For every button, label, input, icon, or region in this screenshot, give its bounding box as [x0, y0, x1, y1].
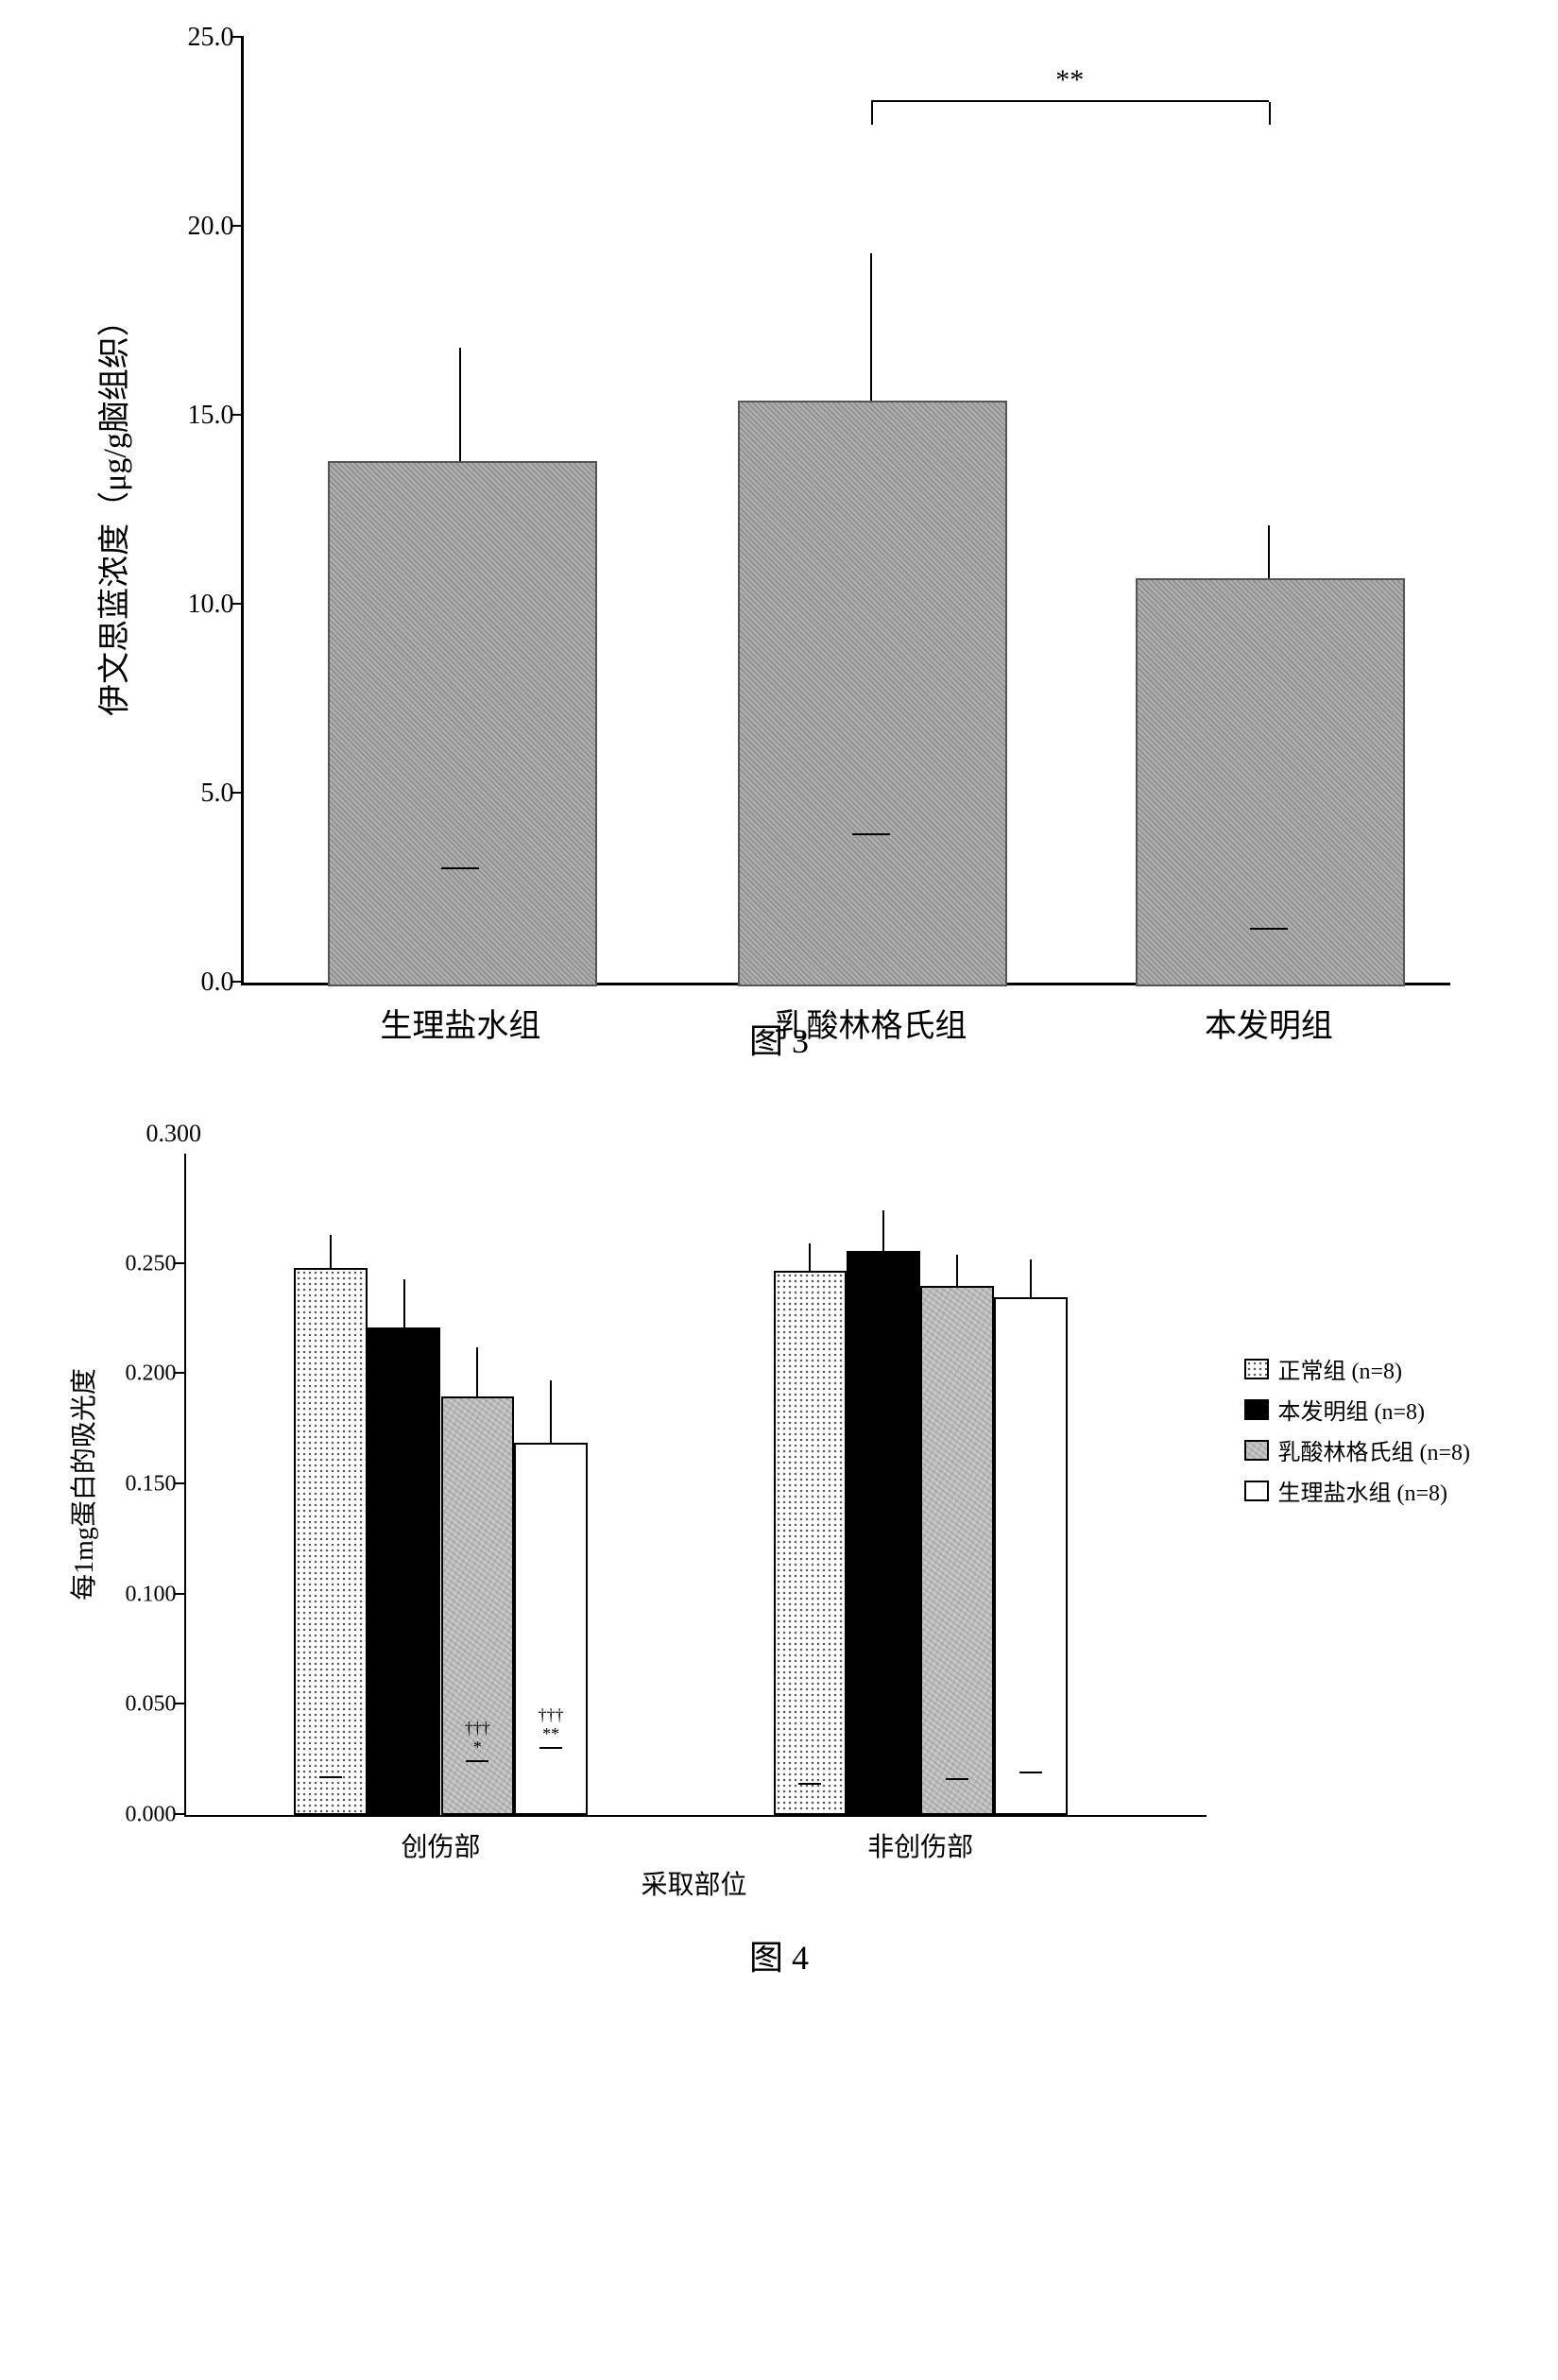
- figure-4-legend: 正常组 (n=8) 本发明组 (n=8) 乳酸林格氏组 (n=8) 生理盐水组 (n=…: [1244, 1352, 1471, 1515]
- figure-4-legend-item: 正常组 (n=8): [1244, 1352, 1471, 1385]
- figure-4-error-cap: [466, 1760, 488, 1762]
- figure-3: 伊文思蓝浓度（μg/g脑组织） 0.05.010.015.020.025.0生理…: [38, 38, 1520, 1063]
- figure-3-chart: 伊文思蓝浓度（μg/g脑组织） 0.05.010.015.020.025.0生理…: [71, 38, 1488, 985]
- figure-3-category-label: 生理盐水组: [380, 1000, 540, 1046]
- figure-3-bar-fill: [328, 461, 597, 986]
- figure-4-ytick-mark: [175, 1372, 186, 1374]
- figure-4-ytick-label: 0.250: [111, 1251, 177, 1276]
- figure-4-bar: [994, 1297, 1068, 1815]
- figure-3-ytick-label: 20.0: [178, 212, 234, 242]
- figure-4-bar: †††**: [514, 1443, 588, 1815]
- figure-4-bar: [294, 1268, 368, 1815]
- figure-4-legend-item: 生理盐水组 (n=8): [1244, 1474, 1471, 1507]
- figure-4-ytick-mark: [175, 1593, 186, 1595]
- figure-4-top-tick: 0.300: [146, 1120, 1516, 1148]
- figure-3-significance-bracket: [1269, 102, 1271, 125]
- figure-4-bar: [920, 1286, 994, 1815]
- figure-3-significance-bracket: [871, 102, 873, 125]
- figure-3-error-cap: [1250, 928, 1288, 930]
- figure-4-caption: 图 4: [38, 1930, 1520, 1979]
- figure-4-error-cap: [319, 1776, 342, 1778]
- figure-4-bar: [847, 1251, 920, 1815]
- figure-4-legend-label: 正常组 (n=8): [1278, 1352, 1403, 1385]
- figure-4-legend-item: 本发明组 (n=8): [1244, 1393, 1471, 1426]
- figure-4-error-cap: [393, 1760, 416, 1762]
- figure-4-ytick-label: 0.200: [111, 1361, 177, 1387]
- figure-3-y-axis-label: 伊文思蓝浓度（μg/g脑组织）: [88, 304, 134, 716]
- figure-4-error-cap: [539, 1747, 562, 1749]
- figure-3-bar-fill: [1136, 578, 1405, 986]
- figure-3-error-cap: [852, 833, 890, 835]
- figure-4-ytick-label: 0.050: [111, 1692, 177, 1718]
- figure-3-ytick-label: 10.0: [178, 590, 234, 620]
- figure-4-ytick-label: 0.100: [111, 1582, 177, 1607]
- figure-4: 0.300 每1mg蛋白的吸光度 0.0000.0500.1000.1500.2…: [38, 1120, 1520, 1979]
- figure-4-error-bar: [330, 1235, 332, 1270]
- figure-4-ytick-label: 0.150: [111, 1472, 177, 1498]
- figure-4-error-cap: [872, 1770, 895, 1772]
- figure-4-error-cap: [946, 1778, 968, 1780]
- figure-4-legend-swatch: [1244, 1481, 1269, 1501]
- figure-4-error-bar: [809, 1243, 811, 1272]
- figure-4-legend-swatch: [1244, 1359, 1269, 1379]
- figure-4-error-bar: [956, 1255, 958, 1288]
- figure-4-group-label: 创伤部: [401, 1826, 480, 1864]
- figure-3-significance-bracket: [871, 100, 1269, 102]
- figure-4-ytick-mark: [175, 1262, 186, 1264]
- figure-3-ytick-label: 5.0: [178, 779, 234, 809]
- figure-4-x-axis-label: 采取部位: [184, 1864, 1205, 1902]
- figure-3-ytick-label: 25.0: [178, 23, 234, 53]
- figure-3-category-label: 乳酸林格氏组: [775, 1000, 967, 1046]
- figure-4-y-axis-label: 每1mg蛋白的吸光度: [63, 1368, 101, 1601]
- figure-3-plot-area: 伊文思蓝浓度（μg/g脑组织） 0.05.010.015.020.025.0生理…: [241, 38, 1450, 985]
- figure-4-error-bar: [476, 1347, 478, 1398]
- figure-4-ytick-mark: [175, 1703, 186, 1704]
- figure-3-bar-fill: [738, 401, 1007, 986]
- figure-3-error-bar: [1268, 525, 1270, 578]
- figure-3-category-label: 本发明组: [1205, 1000, 1333, 1046]
- figure-4-bar: †††*: [441, 1396, 515, 1815]
- figure-3-ytick-mark: [231, 225, 244, 227]
- figure-4-error-cap: [1019, 1772, 1042, 1773]
- figure-3-ytick-mark: [231, 792, 244, 794]
- figure-4-legend-swatch: [1244, 1440, 1269, 1461]
- figure-3-ytick-label: 0.0: [178, 967, 234, 998]
- figure-4-legend-label: 本发明组 (n=8): [1278, 1393, 1426, 1426]
- figure-3-ytick-mark: [231, 36, 244, 38]
- figure-3-ytick-mark: [231, 981, 244, 983]
- figure-4-ytick-mark: [175, 1813, 186, 1815]
- figure-3-error-bar: [459, 348, 461, 461]
- figure-3-ytick-mark: [231, 414, 244, 416]
- figure-4-plot-area: 每1mg蛋白的吸光度 0.0000.0500.1000.1500.2000.25…: [184, 1154, 1207, 1817]
- figure-3-ytick-label: 15.0: [178, 401, 234, 431]
- figure-4-ytick-mark: [175, 1482, 186, 1484]
- figure-4-group-label: 非创伤部: [867, 1826, 973, 1864]
- figure-4-error-cap: [798, 1783, 821, 1785]
- figure-4-legend-swatch: [1244, 1399, 1269, 1420]
- figure-4-legend-item: 乳酸林格氏组 (n=8): [1244, 1433, 1471, 1466]
- figure-3-bar: [738, 401, 1003, 983]
- figure-3-significance-label: **: [1055, 64, 1084, 96]
- figure-4-error-bar: [403, 1279, 405, 1330]
- figure-3-ytick-mark: [231, 603, 244, 605]
- figure-4-chart: 0.300 每1mg蛋白的吸光度 0.0000.0500.1000.1500.2…: [43, 1120, 1516, 1902]
- figure-3-bar: [1136, 578, 1401, 983]
- figure-4-bar: [774, 1271, 847, 1815]
- figure-4-significance-label: †††**: [539, 1706, 564, 1744]
- figure-4-bar: [368, 1327, 441, 1815]
- figure-4-significance-label: †††*: [465, 1720, 490, 1757]
- figure-4-error-bar: [882, 1210, 884, 1252]
- figure-4-error-bar: [1030, 1259, 1032, 1299]
- figure-4-legend-label: 生理盐水组 (n=8): [1278, 1474, 1448, 1507]
- figure-3-error-cap: [441, 867, 479, 869]
- figure-3-error-bar: [870, 253, 872, 401]
- figure-4-error-bar: [550, 1380, 552, 1445]
- figure-3-bar: [328, 461, 593, 983]
- figure-4-ytick-label: 0.000: [111, 1803, 177, 1828]
- figure-4-legend-label: 乳酸林格氏组 (n=8): [1278, 1433, 1471, 1466]
